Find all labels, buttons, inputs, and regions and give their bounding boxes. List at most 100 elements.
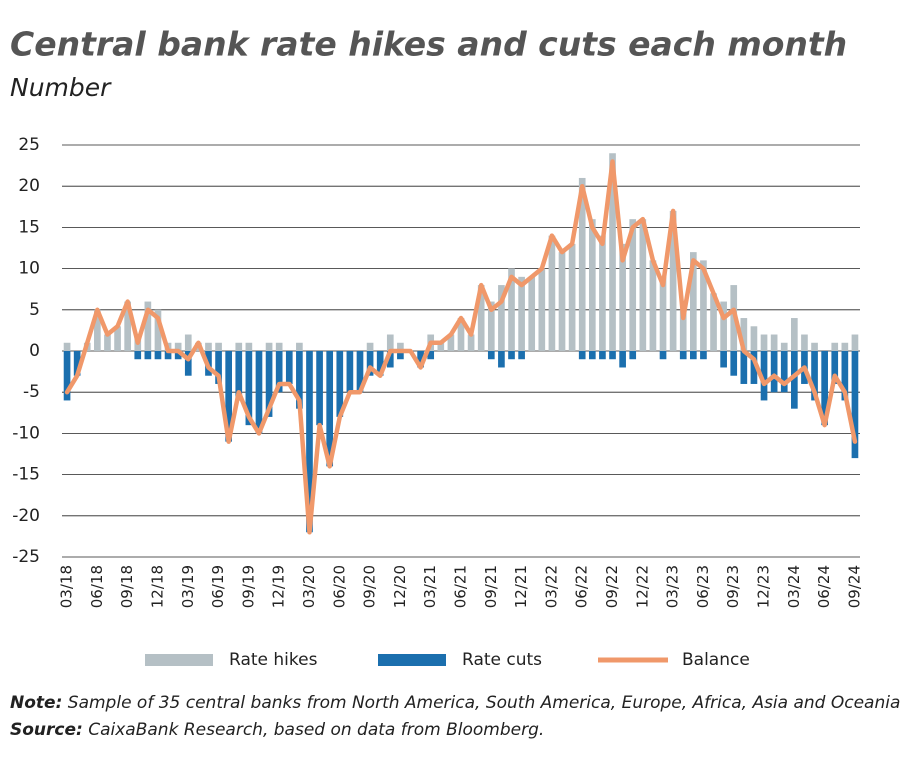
bar [831,342,839,351]
bar [649,260,657,351]
bar [225,351,233,442]
bar [609,351,616,360]
bar [508,268,515,351]
bar [821,351,828,426]
bar [296,351,303,409]
x-tick-label: 06/21 [452,565,470,608]
y-tick-label: 15 [18,217,40,237]
x-tick-label: 03/23 [664,565,682,608]
x-tick-label: 03/22 [542,565,560,608]
x-tick-label: 03/24 [785,565,803,608]
bar [114,326,121,351]
x-tick-label: 12/19 [270,565,288,608]
x-tick-label: 09/23 [724,565,742,608]
bar [548,235,556,351]
bar [578,351,586,360]
bar [487,301,495,351]
balance-line [64,159,858,535]
bar [104,334,111,351]
bar [174,342,182,351]
y-tick-label: 20 [18,176,40,196]
x-tick-label: 06/24 [815,565,833,608]
x-tick-label: 06/23 [694,565,712,608]
bar [427,351,435,360]
y-tick-label: 0 [29,341,40,361]
y-tick-label: 10 [18,259,40,279]
bar [639,219,647,351]
bar [659,276,667,351]
bar [397,351,404,360]
bar [457,318,465,351]
bar [134,351,142,360]
bar [710,293,717,351]
bar [700,351,707,360]
x-tick-label: 03/19 [179,565,197,608]
bar [689,252,697,351]
bar [811,351,818,401]
bar [720,351,727,368]
bar [629,219,637,351]
bar [730,351,738,376]
bar [376,351,384,376]
bar [447,334,455,351]
y-tick-label: 5 [29,300,40,320]
bar [740,318,748,351]
bar [578,177,586,351]
source-label: Source: [10,720,83,740]
x-tick-label: 09/18 [118,565,136,608]
bar [801,334,808,351]
bar [619,351,626,368]
bar [609,153,616,351]
x-tick-label: 03/18 [58,565,76,608]
bar [599,351,606,360]
bar [245,351,253,426]
bar [498,351,505,368]
y-tick-label: -15 [12,465,40,485]
bar [811,342,818,351]
bar [397,342,404,351]
x-tick-label: 03/21 [421,565,439,608]
bar [275,351,283,393]
x-tick-label: 12/21 [512,565,530,608]
bar [508,351,515,360]
bar [760,334,768,351]
bar [588,351,596,360]
x-tick-label: 06/19 [209,565,227,608]
bar [467,334,475,351]
bar [841,351,849,401]
bar [63,351,71,401]
bar [336,351,344,417]
legend: Rate hikes Rate cuts Balance [145,650,750,670]
bar [326,351,334,467]
bar [235,351,243,401]
bar [94,309,101,351]
bar [780,342,788,351]
legend-label: Balance [682,650,750,670]
y-tick-label: -5 [23,382,40,402]
bar [417,351,424,368]
x-tick-label: 09/22 [603,565,621,608]
legend-swatch [378,654,446,666]
bar [588,219,596,351]
y-tick-label: -25 [12,547,40,567]
bar [154,351,162,360]
x-tick-label: 09/19 [239,565,257,608]
bar [720,301,727,351]
bar [245,342,253,351]
note-text: Sample of 35 central banks from North Am… [68,693,900,713]
x-tick-label: 03/20 [300,565,318,608]
bar [791,351,798,409]
bar [164,351,172,360]
x-tick-label: 12/18 [148,565,166,608]
bar [780,351,788,393]
bar [205,342,212,351]
bar [498,285,505,351]
bar [215,342,222,351]
bar [306,351,313,533]
bar [124,301,131,351]
bar [518,351,525,360]
bar [265,342,273,351]
bar [679,351,687,360]
bar [366,351,374,376]
bar [285,351,293,384]
